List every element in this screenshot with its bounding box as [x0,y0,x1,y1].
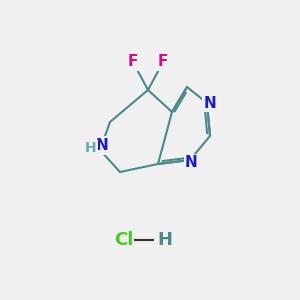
Text: N: N [204,95,216,110]
Text: N: N [185,155,198,170]
Text: H: H [158,231,172,249]
Text: F: F [128,55,138,70]
Text: N: N [96,138,109,153]
Text: Cl: Cl [114,231,134,249]
Text: F: F [158,55,168,70]
Text: H: H [85,142,96,155]
